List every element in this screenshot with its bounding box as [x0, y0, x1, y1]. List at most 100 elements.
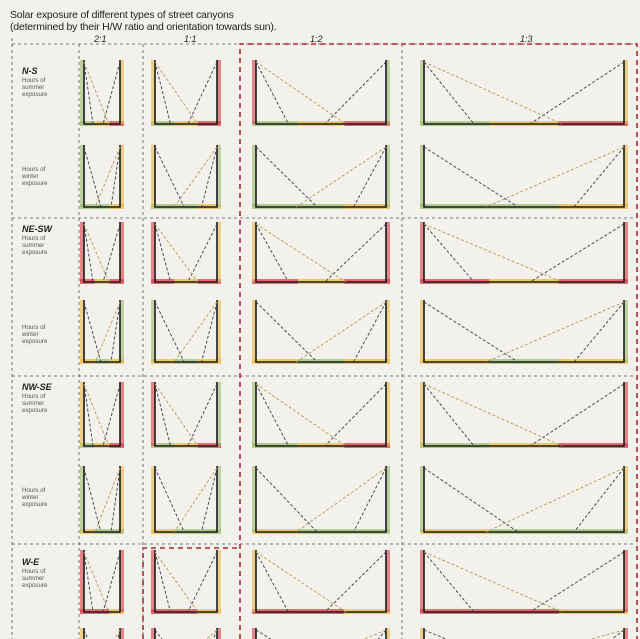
winter-label: Hours of winter exposure: [22, 324, 48, 346]
sun-ray: [83, 383, 110, 447]
row-label-nwse-winter: Hours of winter exposure: [22, 487, 60, 509]
sun-ray: [353, 467, 387, 533]
canyon-panel: [252, 300, 390, 364]
col-header-2-1: 2:1: [94, 34, 107, 44]
col-header-1-3: 1:3: [520, 34, 533, 44]
wall-exposure-left: [420, 222, 424, 282]
sun-ray: [83, 146, 102, 208]
canyon-outline: [154, 60, 218, 125]
sun-ray: [296, 301, 387, 363]
canyon-outline: [255, 628, 387, 639]
wall-exposure-right: [217, 382, 221, 446]
wall-exposure-right: [624, 628, 628, 639]
wall-exposure-right: [386, 628, 390, 639]
canyon-panel: [151, 222, 221, 284]
summer-label: Hours of summer exposure: [22, 77, 48, 99]
orientation-we: W-E: [22, 557, 40, 567]
canyon-outline: [255, 222, 387, 283]
canyon-panel: [252, 382, 390, 448]
wall-exposure-left: [420, 145, 424, 207]
sun-ray: [110, 301, 121, 363]
canyon-outline: [83, 145, 121, 208]
row-label-nesw-summer: NE-SW Hours of summer exposure: [22, 224, 60, 257]
sun-ray: [154, 383, 199, 447]
canyon-outline: [154, 382, 218, 447]
sun-ray: [83, 61, 94, 125]
wall-exposure-right: [120, 382, 124, 446]
canyon-outline: [83, 222, 121, 283]
canyon-outline: [154, 628, 218, 639]
sun-ray: [83, 629, 89, 639]
sun-ray: [529, 383, 625, 447]
row-label-ns-summer: N-S Hours of summer exposure: [22, 66, 60, 99]
sun-ray: [110, 467, 121, 533]
canyon-outline: [83, 382, 121, 447]
sun-ray: [255, 146, 318, 208]
sun-ray: [423, 223, 475, 283]
canyon-panel: [80, 550, 124, 614]
canyon-panel: [252, 628, 390, 639]
summer-label: Hours of summer exposure: [22, 235, 48, 257]
canyon-panel: [80, 382, 124, 448]
sun-ray: [154, 383, 171, 447]
sun-ray: [83, 551, 110, 613]
sun-ray: [255, 551, 346, 613]
sun-ray: [423, 383, 563, 447]
canyon-outline: [255, 60, 387, 125]
canyon-outline: [255, 145, 387, 208]
sun-ray: [201, 146, 218, 208]
row-label-we-summer: W-E Hours of summer exposure: [22, 557, 60, 590]
wall-exposure-right: [386, 382, 390, 446]
canyon-panel: [252, 222, 390, 284]
canyon-panel: [420, 550, 628, 614]
canyon-outline: [255, 300, 387, 363]
wall-exposure-left: [151, 550, 155, 612]
wall-exposure-right: [624, 550, 628, 612]
sun-ray: [83, 551, 94, 613]
canyon-outline: [255, 550, 387, 613]
sun-ray: [110, 146, 121, 208]
wall-exposure-left: [252, 628, 256, 639]
sun-ray: [485, 467, 625, 533]
summer-label: Hours of summer exposure: [22, 393, 48, 415]
sun-ray: [423, 301, 519, 363]
canyon-panel: [420, 628, 628, 639]
canyon-panel: [151, 60, 221, 126]
title-line-2: (determined by their H/W ratio and orien…: [10, 21, 277, 33]
canyon-panel: [151, 382, 221, 448]
sun-ray: [423, 629, 448, 639]
canyon-panel: [80, 145, 124, 209]
sun-ray: [377, 629, 387, 639]
wall-exposure-left: [151, 60, 155, 124]
sun-ray: [201, 467, 218, 533]
sun-ray: [353, 301, 387, 363]
sun-ray: [154, 301, 185, 363]
sun-ray: [573, 467, 625, 533]
wall-exposure-right: [624, 382, 628, 446]
row-label-ns-winter: Hours of winter exposure: [22, 166, 60, 188]
canyon-outline: [154, 222, 218, 283]
canyon-panels: [80, 60, 628, 639]
highlight-box: [142, 43, 638, 639]
canyon-outline: [154, 145, 218, 208]
wall-exposure-right: [120, 300, 124, 362]
sun-ray: [423, 551, 563, 613]
sun-ray: [324, 383, 387, 447]
sun-ray: [324, 223, 387, 283]
sun-ray: [212, 629, 218, 639]
wall-exposure-right: [386, 60, 390, 124]
wall-exposure-right: [217, 60, 221, 124]
sun-ray: [255, 383, 289, 447]
sun-ray: [206, 629, 218, 639]
canyon-panel: [151, 145, 221, 209]
wall-exposure-right: [120, 60, 124, 124]
canyon-panel: [252, 550, 390, 614]
sun-ray: [423, 146, 519, 208]
sun-ray: [102, 383, 121, 447]
sun-ray: [83, 467, 102, 533]
wall-exposure-left: [420, 60, 424, 124]
wall-exposure-right: [386, 466, 390, 532]
wall-exposure-left: [151, 466, 155, 532]
sun-ray: [255, 629, 272, 639]
wall-exposure-left: [252, 550, 256, 612]
